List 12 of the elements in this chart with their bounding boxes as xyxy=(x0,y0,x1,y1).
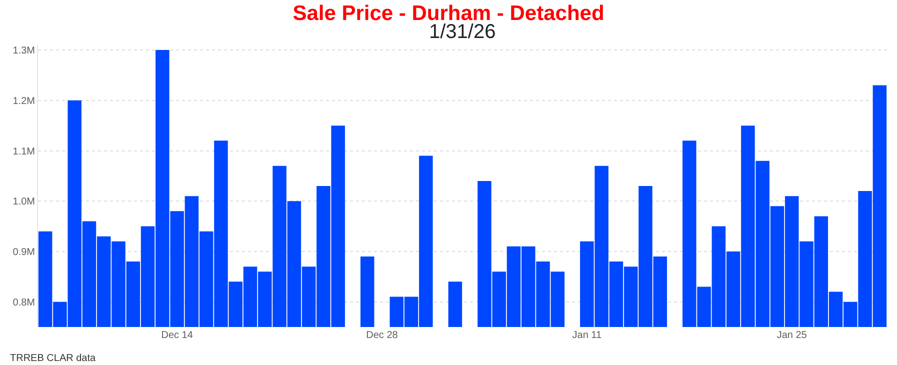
y-tick-label: 1.1M xyxy=(12,146,35,158)
x-tick-label: Dec 14 xyxy=(161,330,194,341)
x-tick-label: Jan 25 xyxy=(776,330,808,341)
y-tick-label: 1.3M xyxy=(12,46,35,57)
y-tick-label: 0.8M xyxy=(12,297,35,308)
text: TRREB CLAR data xyxy=(10,353,96,364)
y-tick-label: 0.9M xyxy=(12,246,35,258)
x-tick-label: Dec 28 xyxy=(366,330,398,341)
x-tick-label: Jan 11 xyxy=(572,330,602,341)
y-tick-label: 1.0M xyxy=(12,196,35,208)
y-tick-label: 1.2M xyxy=(12,96,35,107)
chart-subtitle: 1/31/26 xyxy=(429,21,496,43)
